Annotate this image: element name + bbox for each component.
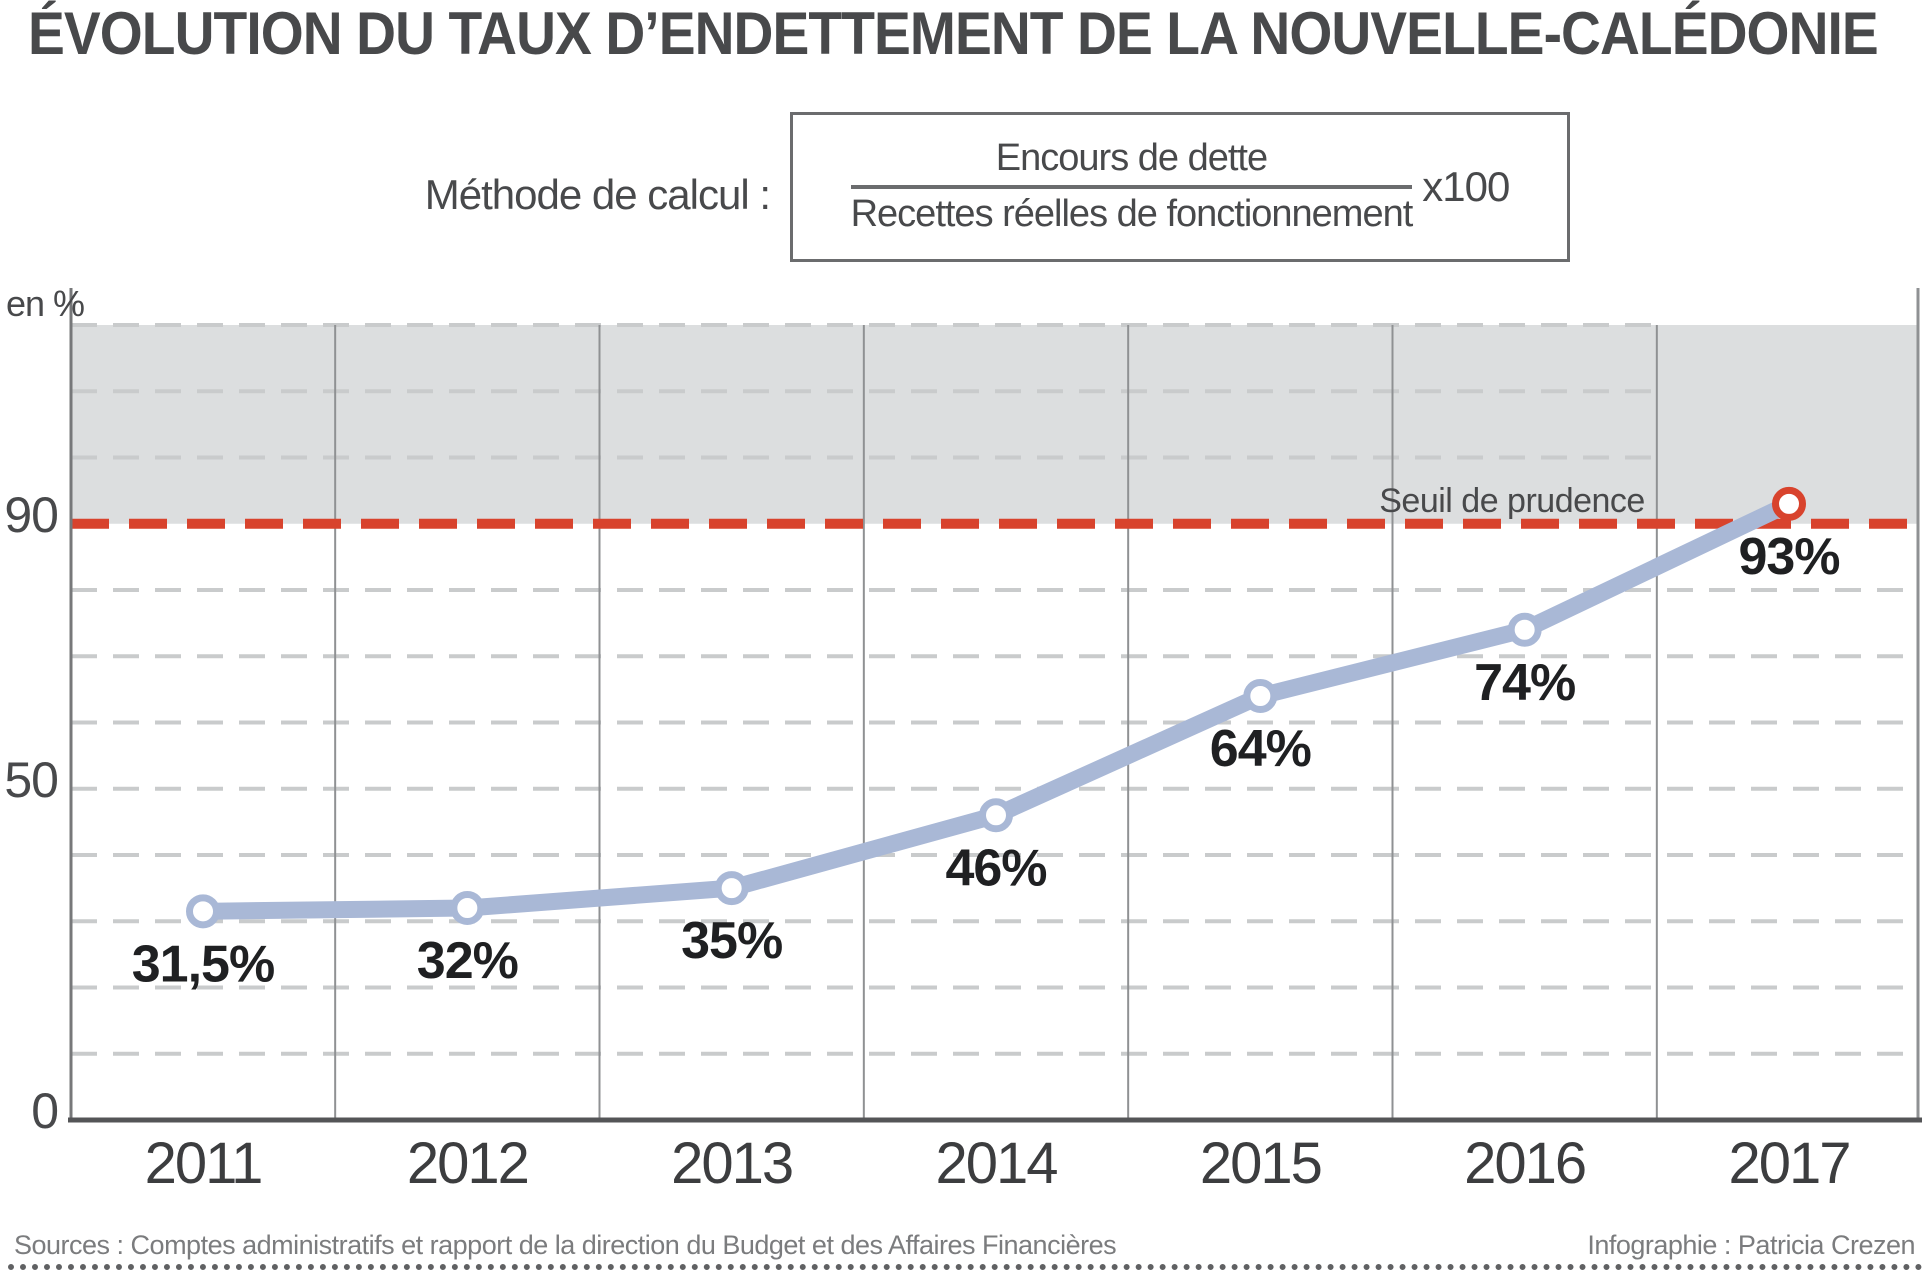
x-tick-2013: 2013	[671, 1131, 792, 1196]
data-label-2011: 31,5%	[132, 935, 274, 993]
y-axis-unit-label: en %	[6, 283, 84, 324]
data-label-2013: 35%	[681, 912, 782, 970]
footer-credit: Infographie : Patricia Crezen	[1587, 1230, 1915, 1260]
x-tick-2016: 2016	[1464, 1131, 1585, 1196]
page-title: ÉVOLUTION DU TAUX D’ENDETTEMENT DE LA NO…	[28, 0, 1879, 67]
dotted-rule	[8, 1264, 1923, 1270]
formula-caption: Méthode de calcul :	[424, 171, 771, 218]
data-point-2016	[1507, 612, 1542, 647]
y-tick-0: 0	[31, 1083, 58, 1139]
formula-box: Encours de dette Recettes réelles de fon…	[790, 112, 1570, 262]
formula-multiplier: x100	[1422, 163, 1510, 210]
formula-fraction: Encours de dette Recettes réelles de fon…	[850, 137, 1414, 236]
x-tick-2015: 2015	[1200, 1131, 1321, 1196]
data-point-2015	[1243, 679, 1278, 713]
data-point-2017	[1772, 486, 1806, 521]
x-tick-2014: 2014	[935, 1131, 1057, 1196]
fraction-line	[850, 185, 1413, 189]
data-point-2011	[186, 894, 220, 929]
data-label-2016: 74%	[1474, 654, 1575, 712]
threshold-label: Seuil de prudence	[1379, 482, 1645, 520]
caution-band	[71, 325, 1918, 524]
x-tick-2011: 2011	[145, 1131, 262, 1196]
data-label-2012: 32%	[417, 932, 518, 990]
footer-sources: Sources : Comptes administratifs et rapp…	[14, 1230, 1117, 1260]
data-point-2013	[714, 871, 749, 906]
data-label-2015: 64%	[1210, 720, 1311, 778]
data-point-2012	[450, 891, 485, 925]
data-point-2014	[979, 798, 1013, 833]
formula-numerator: Encours de dette	[995, 137, 1268, 180]
data-label-2014: 46%	[945, 839, 1046, 897]
y-tick-90: 90	[4, 487, 58, 543]
footer: Sources : Comptes administratifs et rapp…	[14, 1232, 1915, 1259]
y-tick-50: 50	[4, 752, 58, 808]
data-label-2017: 93%	[1738, 528, 1839, 586]
formula-denominator: Recettes réelles de fonctionnement	[850, 193, 1414, 235]
x-tick-2017: 2017	[1728, 1131, 1849, 1196]
x-tick-2012: 2012	[407, 1131, 528, 1196]
